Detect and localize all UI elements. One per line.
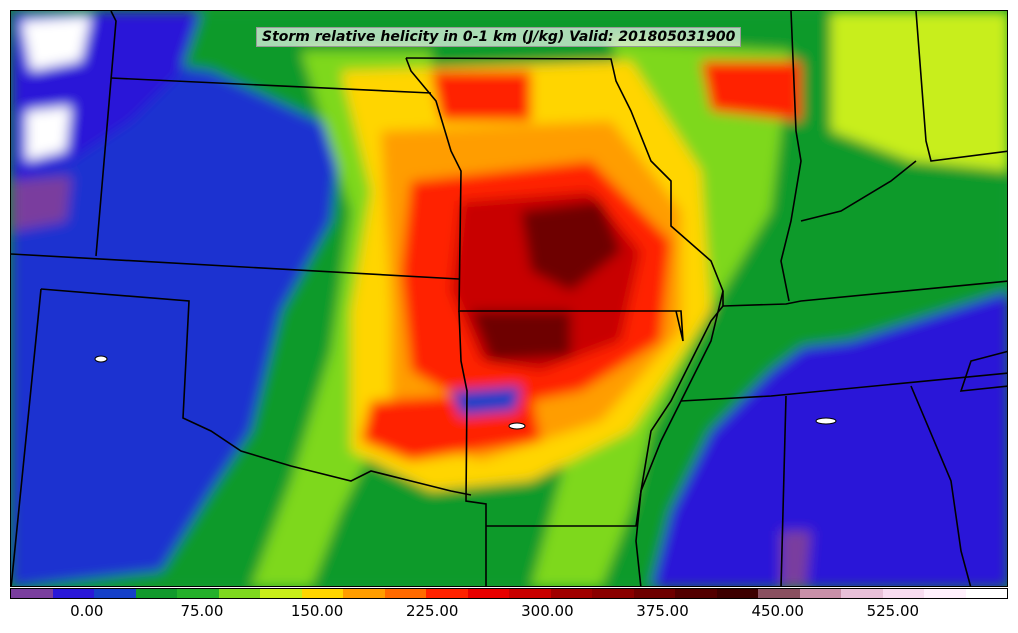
colorbar-cell: [634, 589, 676, 598]
colorbar-cell: [841, 589, 883, 598]
colorbar-cell: [924, 589, 966, 598]
colorbar-cell: [302, 589, 344, 598]
colorbar-tick-label: 525.00: [867, 602, 920, 620]
colorbar-cell: [219, 589, 261, 598]
field-red-north: [431, 71, 531, 121]
colorbar-tick-label: 225.00: [406, 602, 459, 620]
colorbar-tick-label: 150.00: [291, 602, 344, 620]
colorbar-cell: [966, 589, 1008, 598]
colorbar-cell: [883, 589, 925, 598]
colorbar-tick-label: 75.00: [180, 602, 223, 620]
helicity-field-map: [11, 11, 1008, 587]
colorbar-cell: [717, 589, 759, 598]
colorbar-cell: [675, 589, 717, 598]
colorbar-cell: [11, 589, 53, 598]
colorbar-cell: [385, 589, 427, 598]
colorbar-cell: [509, 589, 551, 598]
lake-texoma: [509, 423, 525, 429]
colorbar: [10, 588, 1008, 599]
lake-west: [95, 356, 107, 362]
colorbar-cell: [177, 589, 219, 598]
colorbar-cell: [551, 589, 593, 598]
colorbar-cell: [136, 589, 178, 598]
field-purple-southeast: [781, 531, 811, 587]
map-title: Storm relative helicity in 0-1 km (J/kg)…: [256, 27, 741, 47]
colorbar-cell: [53, 589, 95, 598]
colorbar-cell: [94, 589, 136, 598]
lake-tennessee: [816, 418, 836, 424]
colorbar-tick-labels: 0.00 75.00 150.00 225.00 300.00 375.00 450.00 5…: [10, 602, 1008, 624]
field-blue-hole: [451, 386, 521, 416]
colorbar-cell: [426, 589, 468, 598]
colorbar-cell: [592, 589, 634, 598]
colorbar-cell: [468, 589, 510, 598]
colorbar-tick-label: 300.00: [521, 602, 574, 620]
colorbar-tick-label: 450.00: [751, 602, 804, 620]
colorbar-cell: [343, 589, 385, 598]
colorbar-cell: [758, 589, 800, 598]
colorbar-cell: [800, 589, 842, 598]
map-panel: Storm relative helicity in 0-1 km (J/kg)…: [10, 10, 1008, 587]
colorbar-tick-label: 375.00: [636, 602, 689, 620]
colorbar-tick-label: 0.00: [70, 602, 103, 620]
colorbar-cell: [260, 589, 302, 598]
